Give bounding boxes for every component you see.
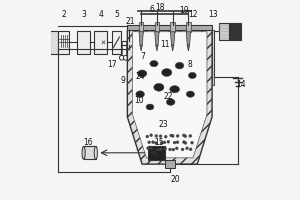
Text: 22: 22 xyxy=(164,92,173,101)
Bar xyxy=(186,22,191,32)
Text: 15: 15 xyxy=(154,138,164,147)
Text: 3: 3 xyxy=(81,10,86,19)
Bar xyxy=(50,31,58,54)
Circle shape xyxy=(150,147,153,150)
Circle shape xyxy=(154,141,158,144)
Text: 16: 16 xyxy=(83,138,93,147)
Bar xyxy=(219,23,229,40)
Circle shape xyxy=(182,141,185,144)
Polygon shape xyxy=(127,30,212,164)
Circle shape xyxy=(184,141,187,144)
Text: 9: 9 xyxy=(121,76,125,85)
Circle shape xyxy=(170,134,172,137)
Circle shape xyxy=(160,148,163,151)
Bar xyxy=(155,22,159,32)
Bar xyxy=(212,30,214,85)
Polygon shape xyxy=(170,32,175,45)
Ellipse shape xyxy=(150,60,158,67)
Text: 2: 2 xyxy=(62,10,67,19)
Ellipse shape xyxy=(162,69,172,76)
Circle shape xyxy=(160,142,163,145)
Polygon shape xyxy=(172,45,174,51)
Text: 11: 11 xyxy=(160,40,170,49)
Circle shape xyxy=(173,141,176,144)
Bar xyxy=(230,23,241,40)
Circle shape xyxy=(189,134,192,137)
Circle shape xyxy=(175,147,178,150)
Text: 21: 21 xyxy=(125,17,135,26)
Text: 23: 23 xyxy=(159,120,168,129)
Text: 17: 17 xyxy=(107,60,117,69)
Circle shape xyxy=(176,134,179,137)
Text: 13: 13 xyxy=(208,10,218,19)
Polygon shape xyxy=(187,45,190,51)
Bar xyxy=(77,31,90,54)
Circle shape xyxy=(146,135,149,138)
Ellipse shape xyxy=(175,62,184,69)
Circle shape xyxy=(152,141,154,144)
Text: 24: 24 xyxy=(136,72,146,81)
Ellipse shape xyxy=(188,72,196,79)
Circle shape xyxy=(182,134,185,137)
Circle shape xyxy=(190,141,194,144)
Circle shape xyxy=(181,148,184,151)
Text: 4: 4 xyxy=(98,10,103,19)
Polygon shape xyxy=(133,32,207,158)
Circle shape xyxy=(159,135,162,138)
Circle shape xyxy=(164,147,167,150)
Ellipse shape xyxy=(154,83,164,91)
Circle shape xyxy=(171,134,174,137)
Text: 12: 12 xyxy=(188,10,198,19)
Circle shape xyxy=(148,141,151,144)
Bar xyxy=(84,146,96,159)
Text: 8: 8 xyxy=(187,60,192,69)
Circle shape xyxy=(176,141,179,144)
Circle shape xyxy=(186,147,188,150)
Circle shape xyxy=(167,140,170,143)
Text: 6: 6 xyxy=(149,5,154,14)
Circle shape xyxy=(123,55,128,60)
Text: 18: 18 xyxy=(155,3,164,12)
Text: 19: 19 xyxy=(179,6,189,15)
Circle shape xyxy=(157,148,160,151)
Circle shape xyxy=(155,134,158,137)
Bar xyxy=(165,160,175,168)
Polygon shape xyxy=(156,45,158,51)
Circle shape xyxy=(163,141,166,144)
Ellipse shape xyxy=(167,99,175,105)
Circle shape xyxy=(119,55,124,60)
Bar xyxy=(112,31,121,54)
Ellipse shape xyxy=(186,91,194,97)
Bar xyxy=(148,146,165,160)
Ellipse shape xyxy=(137,70,147,77)
Polygon shape xyxy=(155,32,159,45)
Polygon shape xyxy=(186,32,191,45)
Circle shape xyxy=(172,148,175,151)
Ellipse shape xyxy=(170,86,180,93)
Bar xyxy=(170,22,175,32)
Text: 10: 10 xyxy=(134,96,144,105)
Bar xyxy=(58,31,69,54)
Ellipse shape xyxy=(82,146,85,159)
Circle shape xyxy=(169,148,172,151)
Text: 7: 7 xyxy=(140,52,145,61)
Bar xyxy=(127,25,212,30)
Ellipse shape xyxy=(136,91,145,98)
Ellipse shape xyxy=(146,104,154,110)
Text: 14: 14 xyxy=(236,80,245,89)
Polygon shape xyxy=(140,45,142,51)
Circle shape xyxy=(147,147,149,150)
Ellipse shape xyxy=(94,146,98,159)
Bar xyxy=(139,22,143,32)
Polygon shape xyxy=(139,32,143,45)
Bar xyxy=(94,31,107,54)
Circle shape xyxy=(150,134,153,137)
Circle shape xyxy=(184,135,187,138)
Text: 5: 5 xyxy=(114,10,119,19)
Circle shape xyxy=(189,148,192,151)
Circle shape xyxy=(164,135,167,138)
Text: 20: 20 xyxy=(171,175,180,184)
